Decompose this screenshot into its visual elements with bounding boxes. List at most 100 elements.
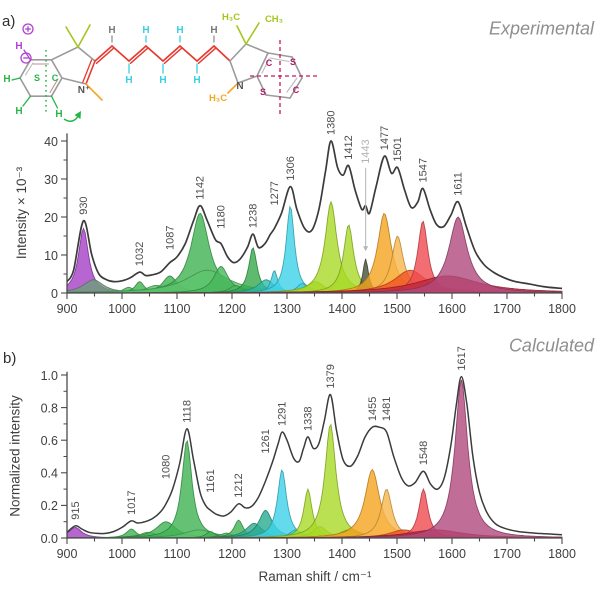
atom-label: C — [52, 73, 59, 83]
normalized-intensity-axis-title: Normalized intensity — [7, 395, 23, 517]
atom-label: H — [15, 106, 22, 117]
atom-label: N⁺ — [78, 85, 91, 96]
bond — [229, 60, 239, 84]
x-tick-label: 1400 — [328, 302, 356, 316]
bond — [50, 77, 63, 97]
atom-label: H — [3, 74, 10, 85]
peak-label-1118: 1118 — [181, 400, 193, 423]
peak-label-1291: 1291 — [277, 402, 289, 426]
x-tick-label: 1400 — [328, 547, 356, 561]
peak-label-1277: 1277 — [269, 181, 281, 205]
atom-label: H — [210, 25, 217, 36]
bond — [23, 49, 32, 61]
bond — [49, 78, 59, 94]
x-tick-label: 1100 — [164, 302, 191, 316]
atom-label: H — [159, 75, 166, 86]
peak-label-1501: 1501 — [392, 137, 404, 161]
atom-label: H — [193, 75, 200, 86]
charge-circle — [20, 52, 32, 64]
bond — [82, 59, 93, 83]
x-tick-label: 1600 — [438, 547, 466, 561]
bond — [61, 77, 87, 85]
bond — [22, 95, 32, 107]
x-tick-label: 1300 — [273, 302, 301, 316]
bond — [256, 52, 269, 77]
bond — [145, 45, 164, 62]
bond — [128, 45, 147, 62]
y-tick-label: 0.0 — [41, 532, 58, 546]
spectrum-panel-a: 900 1000 1100 1200 1300 1400 1500 1600 1700 1800 0… — [44, 111, 576, 316]
spectrum-panel-b: 900 1000 1100 1200 1300 1400 1500 1600 1700 1800 0… — [41, 346, 576, 561]
peak-label-1080: 1080 — [161, 455, 173, 479]
bond — [289, 77, 303, 99]
x-tick-label: 1200 — [218, 547, 246, 561]
bond — [227, 82, 239, 94]
atom-label: S — [260, 87, 266, 97]
atom-label: H — [55, 109, 62, 120]
peak-label-930: 930 — [78, 196, 90, 214]
charge-circle — [22, 23, 34, 35]
y-tick-label: 20 — [44, 211, 58, 225]
peak-label-1142: 1142 — [195, 176, 207, 200]
rotation-arrowhead — [74, 111, 81, 119]
molecule-structure: H H H H S C N⁺ H H H H H H H H₃C CH₃ N H₃C C S S C — [3, 12, 320, 122]
atom-label: CH₃ — [265, 14, 283, 25]
peak-label-1032: 1032 — [134, 242, 146, 266]
x-tick-label: 1300 — [273, 547, 301, 561]
bond — [245, 22, 260, 45]
peak-label-1477: 1477 — [379, 126, 391, 150]
peak-label-1379: 1379 — [325, 364, 337, 388]
peak-label-1412: 1412 — [343, 135, 355, 159]
y-tick-label: 0.4 — [41, 467, 58, 481]
y-tick-label: 30 — [44, 173, 58, 187]
bond — [213, 45, 231, 62]
y-tick-label: 0.2 — [41, 499, 58, 513]
atom-label: H₃C — [209, 93, 227, 104]
bond — [85, 83, 103, 101]
bond — [236, 25, 247, 45]
peak-label-1212: 1212 — [233, 473, 245, 497]
peak-label-1617: 1617 — [456, 346, 468, 370]
peak-label-1017: 1017 — [126, 490, 138, 514]
x-tick-label: 1700 — [493, 302, 521, 316]
y-tick-label: 40 — [44, 135, 58, 149]
bond — [85, 60, 96, 85]
peak-label-1455: 1455 — [367, 397, 379, 421]
panel-b-letter: b) — [3, 350, 17, 367]
raman-shift-axis-title: Raman shift / cm⁻¹ — [258, 569, 372, 584]
bond — [163, 47, 183, 64]
x-tick-label: 1000 — [108, 547, 136, 561]
bond — [291, 56, 303, 79]
bond — [237, 75, 258, 84]
peak-label-1180: 1180 — [216, 205, 228, 229]
intensity-axis-title: Intensity × 10⁻³ — [14, 166, 29, 260]
bond — [162, 45, 181, 62]
peak-label-1261: 1261 — [260, 429, 272, 453]
x-tick-label: 900 — [57, 302, 78, 316]
y-tick-label: 10 — [44, 249, 58, 263]
atom-label: H — [176, 25, 183, 36]
x-tick-label: 1800 — [548, 302, 576, 316]
envelope-line-a — [66, 140, 563, 290]
atom-label: H₃C — [222, 12, 240, 23]
y-tick-label: 0 — [51, 287, 58, 301]
envelope-line-b — [66, 375, 563, 536]
bond — [65, 26, 79, 48]
peak-arrowhead — [363, 246, 369, 252]
bond — [245, 43, 269, 54]
bond — [50, 58, 63, 79]
bond — [77, 46, 96, 62]
bond — [50, 95, 59, 109]
x-tick-label: 1800 — [548, 547, 576, 561]
bond — [129, 47, 149, 64]
bond — [24, 62, 34, 76]
atom-label: N — [236, 81, 243, 92]
atom-label: H — [15, 41, 22, 52]
peak-label-1306: 1306 — [285, 156, 297, 180]
bond — [94, 45, 113, 62]
x-tick-label: 1500 — [383, 547, 411, 561]
bond — [179, 45, 198, 62]
bond — [197, 47, 217, 64]
